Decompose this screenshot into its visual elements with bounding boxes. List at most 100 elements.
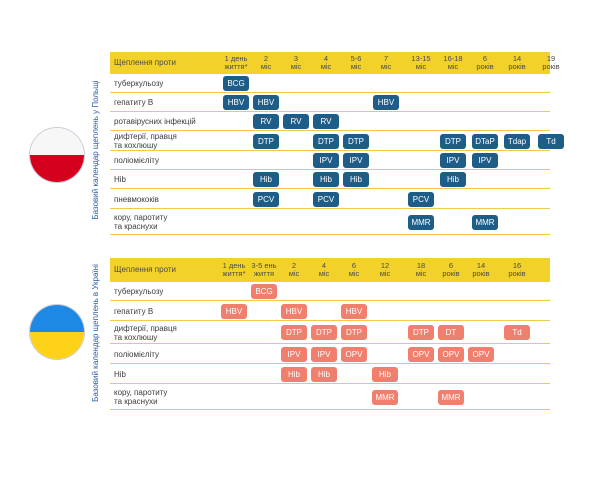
vaccine-badge: RV [283, 114, 309, 129]
vaccine-badge: PCV [408, 191, 434, 207]
age-value: 14 [512, 54, 522, 63]
age-unit: міс [380, 62, 392, 71]
vaccine-badge: Hib [253, 172, 279, 187]
row-label: Hib [114, 175, 126, 184]
vaccine-badge: OPV [408, 346, 434, 362]
vaccine-badge: DTP [253, 133, 279, 149]
age-unit: міс [350, 62, 362, 71]
age-value: 12 [380, 261, 390, 270]
age-value: 1 день [224, 54, 248, 63]
age-header: 1 день життя* [215, 262, 253, 278]
age-unit: років [508, 62, 526, 71]
row-label-line: ротавірусних інфекцій [114, 117, 196, 126]
row-label-line: дифтерії, правця [114, 132, 177, 141]
vaccine-badge: IPV [311, 346, 337, 362]
age-header: 19 років [532, 55, 570, 71]
age-unit: міс [415, 269, 427, 278]
vaccine-badge: IPV [472, 153, 498, 168]
age-value: 7 [383, 54, 389, 63]
age-unit: життя* [224, 62, 248, 71]
row-label: дифтерії, правця та кохлюшу [114, 132, 177, 150]
vaccine-badge: IPV [313, 153, 339, 168]
age-value: 4 [323, 54, 329, 63]
vaccine-badge: IPV [281, 346, 307, 362]
row-label: туберкульозу [114, 287, 163, 296]
vaccine-badge: OPV [438, 346, 464, 362]
row-divider [110, 300, 550, 301]
age-header: 2 міс [275, 262, 313, 278]
row-label: гепатиту В [114, 98, 153, 107]
age-value: 16 [512, 261, 522, 270]
age-value: 19 [546, 54, 556, 63]
age-value: 14 [476, 261, 486, 270]
vaccine-badge: Hib [440, 172, 466, 187]
vaccine-badge: Hib [281, 366, 307, 382]
row-divider [110, 320, 550, 321]
vaccine-badge: RV [313, 114, 339, 129]
age-unit: міс [260, 62, 272, 71]
row-divider [110, 111, 550, 112]
row-divider [110, 169, 550, 170]
age-header: 4 міс [305, 262, 343, 278]
vaccine-badge: HBV [221, 303, 247, 319]
vaccine-badge: HBV [341, 303, 367, 319]
vaccine-badge: MMR [372, 389, 398, 405]
poland-schedule-table: Щеплення проти 1 день життя* 2 міс 3 міс 4 міс 5-… [110, 52, 564, 242]
vaccine-badge: DTP [311, 325, 337, 340]
age-value: 3-5 ень [251, 261, 277, 270]
age-unit: міс [447, 62, 459, 71]
age-header: 4 міс [307, 55, 345, 71]
row-label-line: та краснухи [114, 397, 158, 406]
age-value: 16-18 [443, 54, 463, 63]
row-label-line: кору, паротиту [114, 388, 168, 397]
vaccine-badge: MMR [408, 214, 434, 230]
age-unit: життя* [222, 269, 246, 278]
row-label: туберкульозу [114, 79, 163, 88]
poland-side-label: Базовий календар щеплень у Польщі [91, 80, 100, 220]
age-value: 6 [448, 261, 454, 270]
age-value: 5-6 [350, 54, 362, 63]
row-divider [110, 234, 550, 235]
row-label: дифтерії, правця та кохлюшу [114, 324, 177, 342]
vaccine-badge: PCV [253, 191, 279, 207]
ukraine-side-label: Базовий календар щеплень в Україні [91, 264, 100, 402]
vaccine-badge: BCG [223, 76, 249, 91]
age-header: 7 міс [367, 55, 405, 71]
row-label-line: гепатиту В [114, 98, 154, 107]
vaccine-badge: PCV [313, 191, 339, 207]
vaccine-badge: HBV [373, 95, 399, 110]
row-divider [110, 130, 550, 131]
vaccine-badge: DT [438, 325, 464, 340]
age-header: 6 років [466, 55, 504, 71]
age-unit: років [508, 269, 526, 278]
row-label-line: та краснухи [114, 222, 158, 231]
age-header: 5-6 міс [337, 55, 375, 71]
row-label-line: Hib [114, 369, 127, 379]
age-unit: міс [415, 62, 427, 71]
vaccine-badge: OPV [341, 346, 367, 362]
vaccine-badge: DTP [343, 133, 369, 149]
vaccine-badge: IPV [343, 153, 369, 168]
row-label-line: та кохлюшу [114, 141, 158, 150]
vaccine-badge: Tdap [504, 133, 530, 149]
flag-yellow-half [30, 332, 84, 359]
age-value: 13-15 [411, 54, 431, 63]
vaccine-badge: BCG [251, 284, 277, 299]
age-header: 6 міс [335, 262, 373, 278]
row-label-line: та кохлюшу [114, 332, 158, 342]
vaccine-badge: OPV [468, 346, 494, 362]
age-unit: років [476, 62, 494, 71]
vaccine-badge: HBV [281, 303, 307, 319]
vaccine-badge: Hib [343, 172, 369, 187]
age-header: 18 міс [402, 262, 440, 278]
row-label: Hib [114, 370, 126, 379]
age-value: 4 [321, 261, 327, 270]
row-label: пневмококів [114, 195, 159, 204]
vaccine-badge: MMR [472, 214, 498, 230]
age-header: 3 міс [277, 55, 315, 71]
vaccine-badge: RV [253, 114, 279, 129]
age-value: 3 [293, 54, 299, 63]
ukraine-flag-icon [29, 304, 85, 360]
age-header: 3-5 ень життя [245, 262, 283, 278]
row-label: ротавірусних інфекцій [114, 117, 196, 126]
